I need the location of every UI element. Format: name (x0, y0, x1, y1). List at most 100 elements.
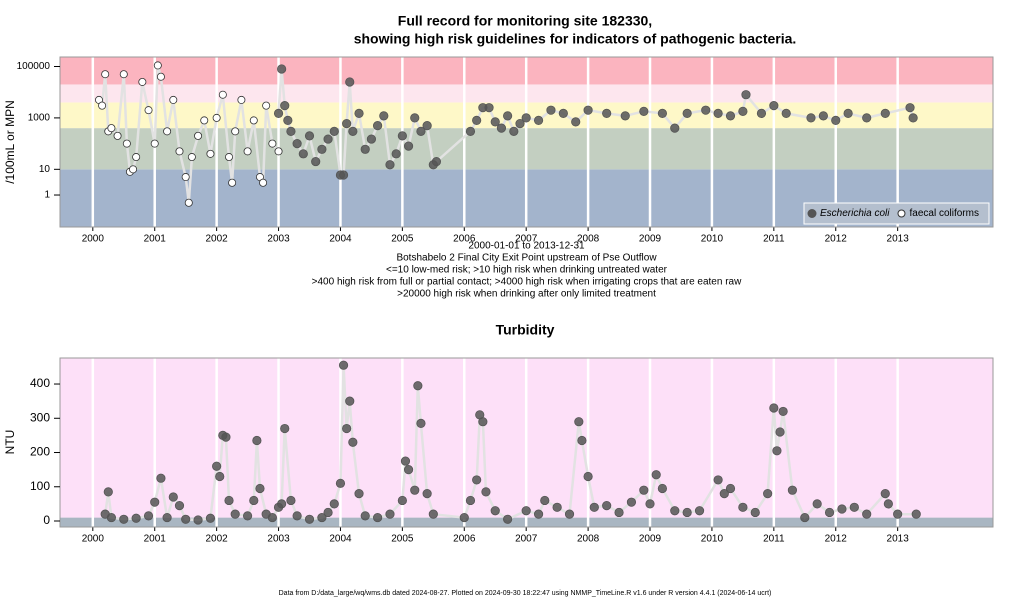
x-tick-label: 2001 (144, 234, 167, 245)
data-point (849, 502, 859, 512)
x-tick-label: 2000 (82, 234, 105, 245)
data-point (400, 456, 411, 466)
data-point (385, 509, 395, 519)
y-tick-label: 1000 (28, 113, 51, 124)
data-point (769, 403, 779, 413)
footer: Data from D:/data_large/wq/wms.db dated … (279, 590, 772, 597)
data-point (249, 495, 259, 506)
data-point (713, 475, 723, 485)
data-point (431, 156, 442, 167)
data-point (345, 396, 355, 406)
data-point (267, 512, 277, 523)
x-tick-label: 2002 (206, 234, 229, 245)
data-point (106, 512, 116, 523)
data-point (175, 147, 184, 156)
data-point (694, 506, 705, 516)
data-point (657, 483, 667, 494)
data-point (800, 512, 810, 523)
x-tick-label: 2002 (206, 534, 229, 545)
data-point (360, 144, 370, 154)
data-point (354, 489, 364, 499)
data-point (781, 108, 791, 118)
x-tick-label: 2010 (701, 234, 724, 245)
data-point (144, 106, 153, 115)
data-point (614, 507, 624, 518)
chart-title: Full record for monitoring site 182330, (398, 13, 652, 29)
data-point (583, 105, 593, 115)
data-point (533, 509, 544, 519)
data-point (645, 499, 655, 509)
data-point (379, 111, 389, 121)
data-point (413, 381, 423, 391)
data-point (252, 435, 262, 446)
data-point (564, 509, 575, 519)
data-point (323, 134, 333, 144)
data-point (131, 513, 141, 523)
x-tick-label: 2001 (144, 534, 167, 545)
data-point (602, 108, 612, 118)
data-point (194, 131, 203, 140)
data-point (292, 139, 302, 149)
data-point (103, 487, 113, 497)
data-point (360, 511, 370, 521)
data-point (163, 127, 172, 136)
data-point (329, 499, 339, 509)
data-point (775, 427, 785, 437)
data-point (397, 131, 407, 141)
data-point (484, 103, 494, 113)
data-point (304, 131, 315, 141)
data-point (354, 108, 364, 118)
y-tick-label: 1 (44, 190, 50, 201)
data-point (304, 514, 315, 524)
data-point (224, 495, 234, 506)
data-point (143, 511, 154, 521)
data-point (156, 473, 166, 483)
data-point (231, 127, 240, 136)
data-point (212, 113, 221, 122)
data-point (397, 495, 407, 506)
data-point (342, 119, 352, 129)
data-point (228, 178, 237, 187)
data-point (366, 134, 377, 144)
data-point (862, 113, 872, 123)
data-point (280, 101, 290, 111)
data-point (574, 417, 584, 427)
data-point (225, 153, 234, 162)
x-tick-label: 2007 (515, 234, 538, 245)
data-point (577, 435, 587, 446)
series-line (97, 65, 280, 203)
data-point (509, 126, 519, 136)
caption: >20000 high risk when drinking after onl… (397, 289, 656, 300)
data-point (472, 115, 482, 125)
data-point (416, 418, 426, 429)
data-point (750, 507, 760, 518)
data-point (725, 483, 736, 494)
data-point (317, 512, 327, 523)
data-point (422, 489, 432, 499)
x-tick-label: 2011 (763, 234, 785, 245)
data-point (218, 90, 227, 99)
data-point (317, 144, 327, 154)
data-point (905, 103, 915, 113)
legend: Escherichia coli faecal coliforms (803, 202, 990, 225)
data-point (150, 139, 159, 148)
x-tick-label: 2005 (391, 234, 414, 245)
data-point (335, 478, 346, 488)
data-point (274, 147, 283, 156)
data-point (682, 108, 692, 118)
data-point (503, 514, 513, 524)
data-point (589, 502, 599, 512)
data-point (162, 512, 172, 523)
caption: Botshabelo 2 Final City Exit Point upstr… (396, 253, 657, 264)
data-point (292, 511, 302, 521)
data-point (255, 483, 265, 494)
data-point (824, 507, 835, 518)
data-point (410, 485, 420, 495)
data-point (862, 509, 872, 519)
data-point (843, 108, 853, 118)
legend-box (803, 202, 990, 225)
data-point (410, 113, 420, 123)
y-tick-label: 0 (43, 513, 50, 527)
data-point (221, 432, 231, 442)
data-point (403, 141, 414, 151)
